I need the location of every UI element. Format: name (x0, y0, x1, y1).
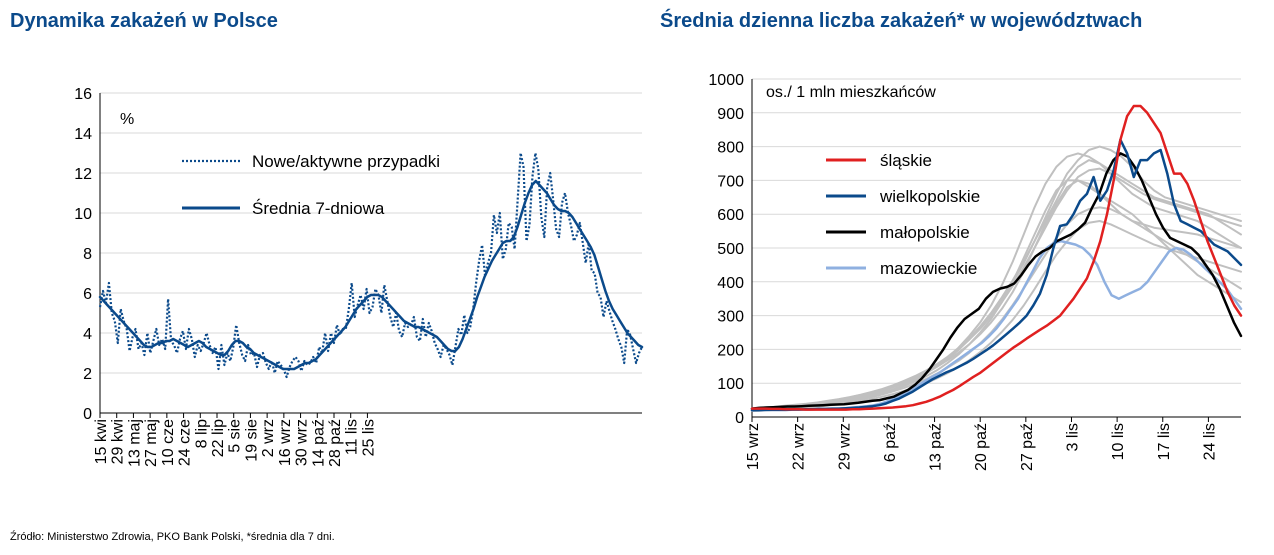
right-chart-x-tick-label: 13 paź (928, 423, 945, 471)
right-chart-y-tick-label: 300 (717, 309, 744, 326)
right-chart-y-tick-label: 400 (717, 275, 744, 292)
left-chart-y-tick-label: 0 (83, 406, 92, 423)
left-chart-y-tick-label: 8 (83, 246, 92, 263)
right-chart-series-małopolskie (750, 152, 1243, 410)
left-chart-x-tick-label: 15 kwi (93, 419, 110, 464)
left-chart-x-tick-label: 13 maj (126, 419, 143, 467)
left-chart-x-tick-label: 16 wrz (277, 419, 294, 466)
source-note: Źródło: Ministerstwo Zdrowia, PKO Bank P… (10, 531, 335, 543)
right-chart-y-tick-label: 900 (717, 106, 744, 123)
right-chart-series-region-2 (751, 145, 1242, 411)
right-legend-label-0: śląskie (880, 151, 932, 170)
right-chart-x-tick-label: 22 wrz (791, 423, 808, 470)
right-chart-x-tick-label: 15 wrz (745, 423, 762, 470)
right-chart-x-tick-label: 20 paź (973, 423, 990, 471)
right-chart-x-tick-label: 6 paź (882, 423, 899, 462)
left-chart-y-tick-label: 4 (83, 326, 92, 343)
left-chart-x-tick-label: 27 maj (143, 419, 160, 467)
left-chart-x-tick-label: 22 lip (210, 419, 227, 457)
left-chart-x-tick-label: 2 wrz (260, 419, 277, 457)
right-chart-y-tick-label: 0 (735, 410, 744, 427)
right-chart-y-tick-label: 1000 (708, 72, 744, 89)
left-chart-x-tick-label: 19 sie (243, 419, 260, 462)
left-chart-y-tick-label: 6 (83, 286, 92, 303)
left-chart-title: Dynamika zakażeń w Polsce (10, 10, 278, 32)
left-chart-x-tick-label: 30 wrz (294, 419, 311, 466)
right-chart-y-tick-label: 100 (717, 376, 744, 393)
right-chart-x-tick-label: 17 lis (1156, 423, 1173, 460)
right-chart-y-tick-label: 200 (717, 342, 744, 359)
right-legend-label-3: mazowieckie (880, 259, 977, 278)
right-chart-unit-label: os./ 1 mln mieszkańców (766, 84, 936, 101)
right-chart-x-tick-label: 27 paź (1019, 423, 1036, 471)
right-legend-label-1: wielkopolskie (879, 187, 980, 206)
right-chart-x-tick-label: 3 lis (1064, 423, 1081, 451)
left-chart: 0 2 4 6 8 10 12 14 16 15 kwi 29 kwi 13 maj 27 maj 10 … (74, 86, 644, 467)
left-chart-y-tick-label: 12 (74, 166, 92, 183)
left-chart-x-tick-label: 24 cze (177, 419, 194, 466)
right-chart-x-tick-label: 24 lis (1201, 423, 1218, 460)
left-chart-series-nowe-aktywne-przypadki (98, 151, 643, 379)
right-chart-y-tick-label: 600 (717, 207, 744, 224)
right-chart-y-tick-label: 500 (717, 241, 744, 258)
left-chart-y-tick-label: 10 (74, 206, 92, 223)
left-chart-x-tick-label: 8 lip (193, 419, 210, 448)
right-chart-y-tick-label: 800 (717, 140, 744, 157)
right-legend-label-2: małopolskie (880, 223, 970, 242)
left-legend-label-solid: Średnia 7-dniowa (252, 199, 385, 218)
right-chart-series-region-7 (751, 167, 1242, 410)
left-legend-label-dotted: Nowe/aktywne przypadki (252, 152, 440, 171)
left-chart-y-tick-label: 14 (74, 126, 92, 143)
right-chart-y-tick-label: 700 (717, 173, 744, 190)
left-chart-x-tick-label: 11 lis (344, 419, 361, 455)
right-chart: 0 100 200 300 400 500 600 700 800 900 1000 15 wrz 22… (708, 72, 1243, 471)
right-chart-title: Średnia dzienna liczba zakażeń* w wojewó… (660, 10, 1143, 32)
left-chart-y-tick-label: 2 (83, 366, 92, 383)
left-chart-x-tick-label: 10 cze (160, 419, 177, 466)
left-chart-x-tick-label: 28 paź (327, 419, 344, 467)
left-chart-x-tick-label: 29 kwi (110, 419, 127, 464)
left-chart-y-tick-label: 16 (74, 86, 92, 103)
left-chart-x-tick-label: 25 lis (360, 419, 377, 456)
left-chart-x-tick-label: 14 paź (310, 419, 327, 467)
right-chart-series-śląskie (750, 104, 1243, 411)
left-chart-x-tick-label: 5 sie (227, 419, 244, 453)
right-chart-x-tick-label: 10 lis (1110, 423, 1127, 460)
left-chart-unit-label: % (120, 111, 134, 128)
left-chart-series-średnia-7-dniowa (98, 179, 644, 371)
right-chart-x-tick-label: 29 wrz (836, 423, 853, 470)
